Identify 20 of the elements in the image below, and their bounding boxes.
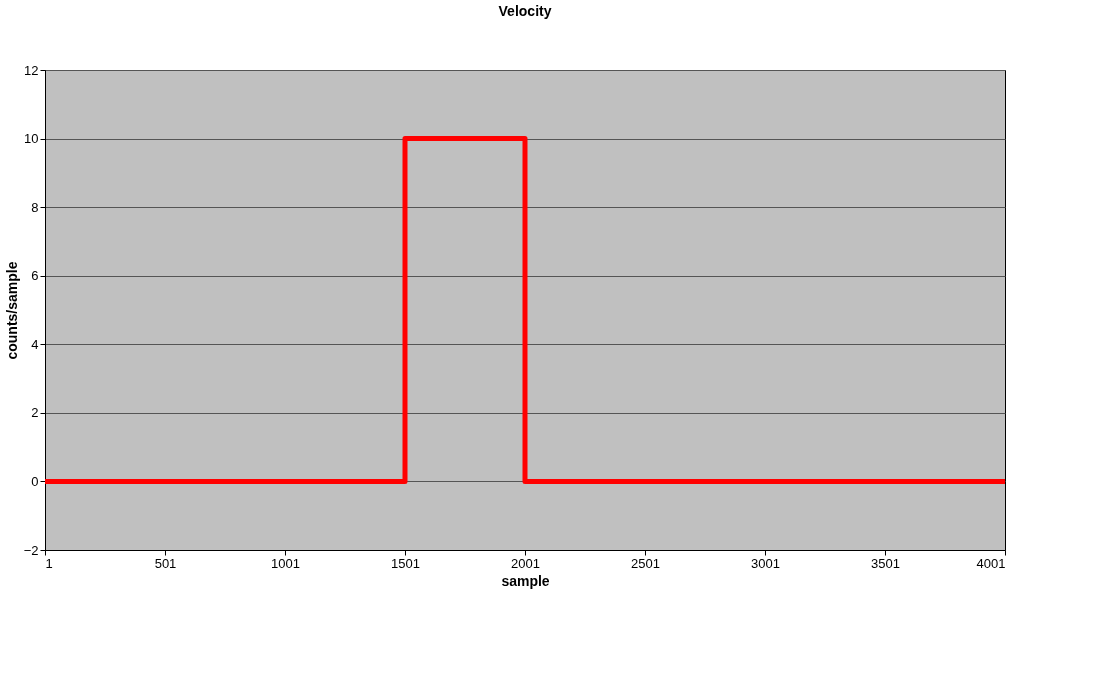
y-axis-title: counts/sample [3, 261, 20, 360]
y-tick-label: 6 [31, 268, 39, 284]
y-tick-label: 10 [24, 131, 39, 147]
x-tick-label: 501 [154, 555, 177, 571]
x-tick-label: 3501 [871, 555, 900, 571]
x-axis-title: sample [501, 572, 550, 589]
y-tick-label: 8 [31, 199, 39, 215]
x-tick-label: 1001 [271, 555, 300, 571]
y-tick-label: 4 [31, 336, 39, 352]
y-tick-label: −2 [23, 542, 39, 558]
chart-title: Velocity [498, 3, 552, 19]
y-tick-label: 2 [31, 405, 39, 421]
x-tick-label: 1501 [391, 555, 420, 571]
x-tick-label: 4001 [976, 555, 1006, 571]
y-tick-label: 12 [24, 62, 39, 78]
x-tick-label: 1 [45, 555, 53, 571]
x-tick-label: 3001 [751, 555, 780, 571]
y-tick-label: 0 [31, 473, 39, 489]
x-tick-label: 2501 [631, 555, 660, 571]
x-tick-label: 2001 [511, 555, 540, 571]
